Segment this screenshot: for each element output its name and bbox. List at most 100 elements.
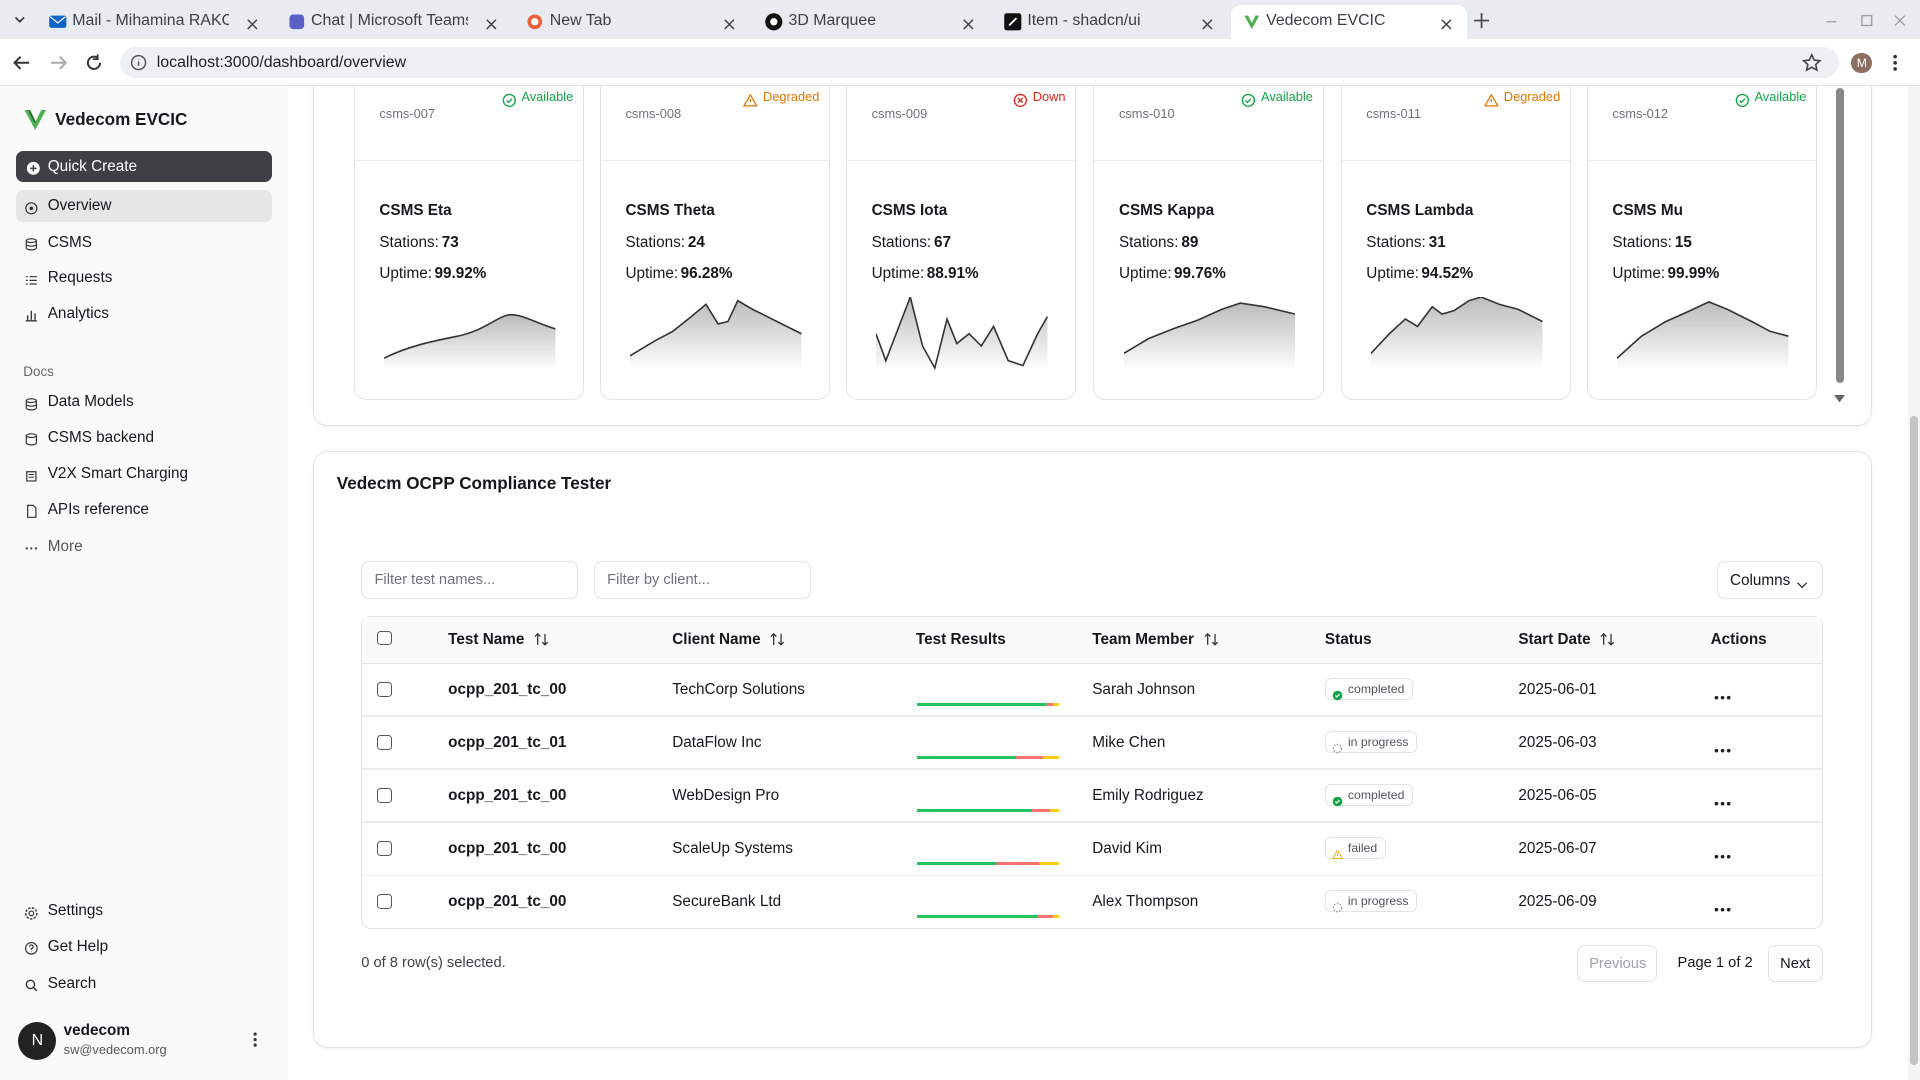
- status-icon: [1013, 90, 1028, 107]
- row-checkbox[interactable]: [377, 894, 392, 909]
- stations-label: Stations:: [1118, 233, 1179, 251]
- nav-item[interactable]: Data Models: [16, 386, 272, 418]
- nav-item[interactable]: Get Help: [16, 931, 272, 963]
- row-actions[interactable]: [1714, 684, 1731, 700]
- table: [361, 615, 1824, 930]
- column-header: Test Results: [915, 630, 1006, 648]
- nav-item[interactable]: V2X Smart Charging: [16, 458, 272, 490]
- nav-item[interactable]: CSMS backend: [16, 421, 272, 453]
- nav-item[interactable]: APIs reference: [16, 493, 272, 525]
- row-checkbox[interactable]: [377, 682, 392, 697]
- columns-button[interactable]: Columns: [1716, 560, 1824, 599]
- nav-icon: [24, 306, 39, 322]
- client-name: TechCorp Solutions: [672, 680, 805, 698]
- test-name: ocpp_201_tc_00: [448, 839, 567, 857]
- test-results-bar: [917, 795, 1060, 813]
- uptime-value: 88.91%: [926, 265, 979, 283]
- status-icon-svg: [1242, 93, 1256, 107]
- tab-title: 3D Marquee: [788, 12, 877, 30]
- omnibox: [120, 46, 1840, 79]
- nav-item[interactable]: Overview: [15, 189, 272, 222]
- row-divider: [362, 715, 1823, 717]
- stations-label: Stations:: [1612, 233, 1672, 251]
- tab-favicon-svg: [527, 14, 543, 30]
- row-checkbox[interactable]: [377, 788, 392, 803]
- nav-item[interactable]: Settings: [16, 895, 272, 927]
- csms-name: CSMS Lambda: [1366, 201, 1474, 219]
- status-icon: [743, 90, 758, 107]
- browser-tab[interactable]: New Tab: [514, 5, 750, 39]
- quick-create[interactable]: Quick Create: [15, 150, 272, 183]
- columns-label: Columns: [1729, 571, 1791, 589]
- client-name: SecureBank Ltd: [672, 892, 782, 910]
- badge-icon-svg: [1332, 690, 1343, 701]
- browser-tab[interactable]: Chat | Microsoft Teams: [276, 5, 512, 39]
- row-actions[interactable]: [1714, 791, 1731, 806]
- csms-status: Available: [1242, 89, 1313, 107]
- nav-icon: [24, 467, 39, 482]
- tab-title: Vedecom EVCIC: [1266, 12, 1386, 30]
- row-actions[interactable]: [1714, 897, 1731, 912]
- profile-avatar[interactable]: M: [1851, 52, 1873, 74]
- csms-name: CSMS Eta: [379, 201, 452, 219]
- nav-label: Data Models: [47, 393, 134, 411]
- site-info-svg: [130, 54, 147, 71]
- nav-item[interactable]: More: [16, 530, 272, 562]
- test-results-bar-svg: [917, 702, 1060, 707]
- nav-icon-svg: [26, 397, 38, 411]
- nav-item[interactable]: CSMS: [16, 227, 272, 259]
- row-actions-svg: [1714, 802, 1731, 806]
- browser-tab[interactable]: Item - shadcn/ui: [992, 5, 1228, 39]
- row-actions-svg: [1714, 695, 1731, 700]
- brand-logo: [23, 107, 47, 131]
- column-header[interactable]: Team Member: [1092, 631, 1218, 649]
- tab-favicon: [1242, 12, 1262, 32]
- browser-tab[interactable]: Vedecom EVCIC: [1230, 4, 1467, 40]
- nav-icon: [24, 235, 39, 251]
- tab-close-svg: [724, 19, 735, 30]
- status-text: failed: [1347, 840, 1378, 855]
- sparkline: [1370, 296, 1543, 371]
- tab-favicon: [525, 12, 545, 32]
- csms-card: csms-008 Degraded CSMS Theta Stations: 24 Upt…: [599, 85, 831, 401]
- nav-icon-svg: [26, 238, 38, 251]
- previous-button[interactable]: Previous: [1577, 945, 1657, 983]
- next-button[interactable]: Next: [1768, 945, 1824, 983]
- team-member: Emily Rodriguez: [1092, 786, 1204, 804]
- row-checkbox[interactable]: [377, 841, 392, 856]
- tab-close: [245, 15, 260, 30]
- column-header[interactable]: Test Name: [448, 631, 549, 649]
- row-checkbox[interactable]: [377, 735, 392, 750]
- csms-name: CSMS Iota: [871, 201, 948, 219]
- csms-panel: [313, 85, 1873, 427]
- tab-close-svg: [1202, 19, 1213, 30]
- nav-item[interactable]: Requests: [16, 262, 272, 294]
- start-date: 2025-06-07: [1518, 839, 1597, 857]
- browser-tab[interactable]: 3D Marquee: [753, 5, 989, 39]
- select-all[interactable]: [377, 630, 392, 646]
- card-divider: [1587, 160, 1816, 162]
- sort-icon-svg: [1600, 632, 1615, 646]
- column-header[interactable]: Client Name: [672, 631, 785, 649]
- row-actions[interactable]: [1714, 844, 1731, 859]
- row-actions[interactable]: [1714, 737, 1731, 753]
- column-header: Status: [1324, 630, 1372, 648]
- nav-icon-svg: [26, 311, 38, 322]
- browser-tab[interactable]: Mail - Mihamina RAKOTO: [37, 5, 273, 39]
- sparkline: [875, 294, 1049, 371]
- csms-name: CSMS Kappa: [1118, 201, 1215, 219]
- filter-input[interactable]: Filter test names...: [361, 560, 578, 599]
- nav-icon: [24, 502, 39, 519]
- status-icon-svg: [1735, 93, 1749, 107]
- nav-label: More: [47, 537, 83, 555]
- nav-icon-svg: [25, 942, 39, 956]
- nav-item[interactable]: Analytics: [16, 298, 272, 330]
- csms-status: Available: [1735, 89, 1806, 107]
- team-member: David Kim: [1092, 839, 1162, 857]
- row-actions-svg: [1714, 855, 1731, 859]
- tab-close: [961, 15, 976, 30]
- badge-icon: [1332, 737, 1343, 754]
- filter-input[interactable]: Filter by client...: [593, 560, 811, 599]
- column-header[interactable]: Start Date: [1518, 631, 1615, 649]
- nav-item[interactable]: Search: [16, 967, 272, 999]
